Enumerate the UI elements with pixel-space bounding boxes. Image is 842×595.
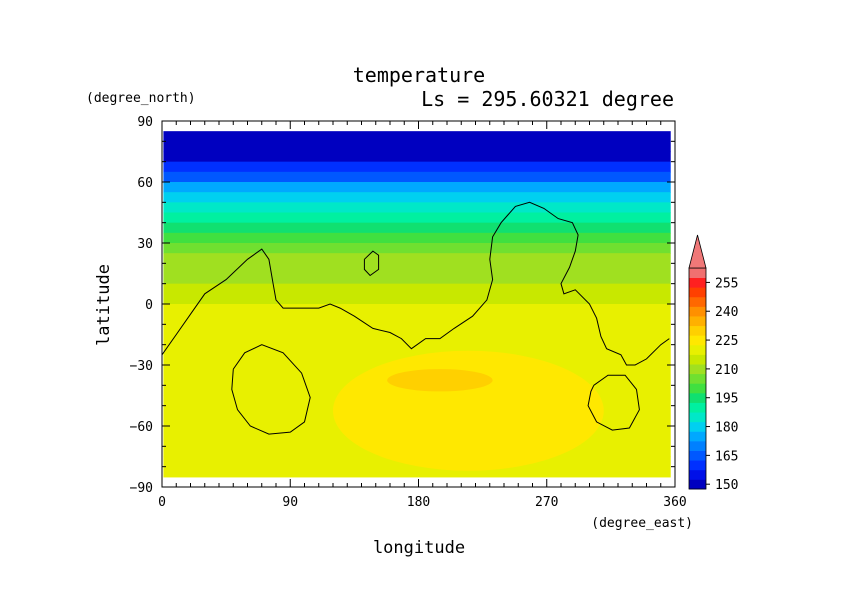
topography-contours	[161, 201, 670, 435]
y-tick-label: 0	[145, 298, 153, 313]
x-tick-label: 270	[535, 495, 558, 510]
colorbar-swatch	[689, 364, 706, 375]
heatmap-band	[163, 253, 671, 264]
heatmap-band	[163, 141, 671, 153]
heatmap-band	[163, 283, 671, 305]
x-tick-label: 180	[407, 495, 430, 510]
heatmap-field	[163, 131, 671, 478]
contour-line	[587, 374, 640, 431]
y-tick-label: −60	[130, 420, 153, 435]
colorbar-swatch	[689, 431, 706, 442]
colorbar-swatch	[689, 268, 706, 279]
colorbar-swatch	[689, 306, 706, 317]
colorbar-swatch	[689, 383, 706, 394]
contour-line	[363, 250, 380, 277]
chart-subtitle: Ls = 295.60321 degree	[421, 87, 674, 111]
x-tick-label: 360	[663, 495, 686, 510]
colorbar-swatch	[689, 296, 706, 307]
warm-core	[387, 369, 493, 392]
colorbar-tick-label: 180	[715, 421, 738, 436]
y-tick-label: 30	[137, 237, 153, 252]
heatmap-band	[163, 151, 671, 163]
y-tick-label: 60	[137, 176, 153, 191]
heatmap-band	[163, 182, 671, 193]
heatmap-band	[163, 232, 671, 244]
heatmap-band	[163, 161, 671, 173]
x-tick-label: 0	[158, 495, 166, 510]
chart-title: temperature	[353, 63, 485, 87]
heatmap-band	[163, 171, 671, 183]
colorbar-tick-label: 225	[715, 334, 738, 349]
warm-region	[333, 350, 604, 471]
colorbar-swatch	[689, 469, 706, 480]
colorbar-swatch	[689, 421, 706, 432]
colorbar-tick-label: 210	[715, 363, 738, 378]
y-tick-label: −30	[130, 359, 153, 374]
x-tick-label: 90	[282, 495, 298, 510]
x-axis: 0 90 180 270 360	[158, 121, 687, 510]
colorbar-swatch	[689, 440, 706, 451]
colorbar-swatch	[689, 479, 706, 490]
x-unit-label: (degree_east)	[591, 516, 693, 531]
colorbar-swatch	[689, 277, 706, 288]
colorbar-swatch	[689, 354, 706, 365]
colorbar-tick-label: 240	[715, 305, 738, 320]
heatmap-band	[163, 222, 671, 234]
y-axis: 90 60 30 0 −30 −60 −90	[130, 115, 675, 496]
colorbar-swatch	[689, 344, 706, 355]
colorbar-tick-label: 195	[715, 392, 738, 407]
heatmap-band	[163, 456, 671, 478]
heatmap-band	[163, 192, 671, 203]
x-axis-label: longitude	[373, 538, 465, 558]
colorbar-extend-arrow	[688, 234, 707, 269]
colorbar-swatch	[689, 316, 706, 327]
y-axis-label: latitude	[94, 264, 114, 346]
heatmap-band	[163, 263, 671, 285]
y-unit-label: (degree_north)	[86, 91, 196, 106]
colorbar-swatch	[689, 412, 706, 423]
colorbar-tick-label: 165	[715, 449, 738, 464]
heatmap-band	[163, 202, 671, 214]
heatmap-band	[163, 304, 671, 325]
colorbar-tick-label: 150	[715, 478, 738, 493]
contour-line	[231, 344, 311, 435]
heatmap-band	[163, 243, 671, 254]
colorbar-tick-label: 255	[715, 276, 738, 291]
heatmap-band	[163, 212, 671, 224]
colorbar-swatch	[689, 373, 706, 384]
y-tick-label: 90	[137, 115, 153, 130]
colorbar-swatch	[689, 335, 706, 346]
colorbar-swatch	[689, 392, 706, 403]
colorbar-swatch	[689, 450, 706, 461]
colorbar-swatch	[689, 460, 706, 471]
contour-line	[161, 201, 670, 366]
colorbar-swatch	[689, 402, 706, 413]
heatmap-band	[163, 131, 671, 142]
y-tick-label: −90	[130, 481, 153, 496]
colorbar-swatch	[689, 325, 706, 336]
colorbar: 150 165 180 195 210 225 240 255	[688, 234, 738, 493]
colorbar-swatch	[689, 287, 706, 298]
heatmap-band	[163, 324, 671, 346]
